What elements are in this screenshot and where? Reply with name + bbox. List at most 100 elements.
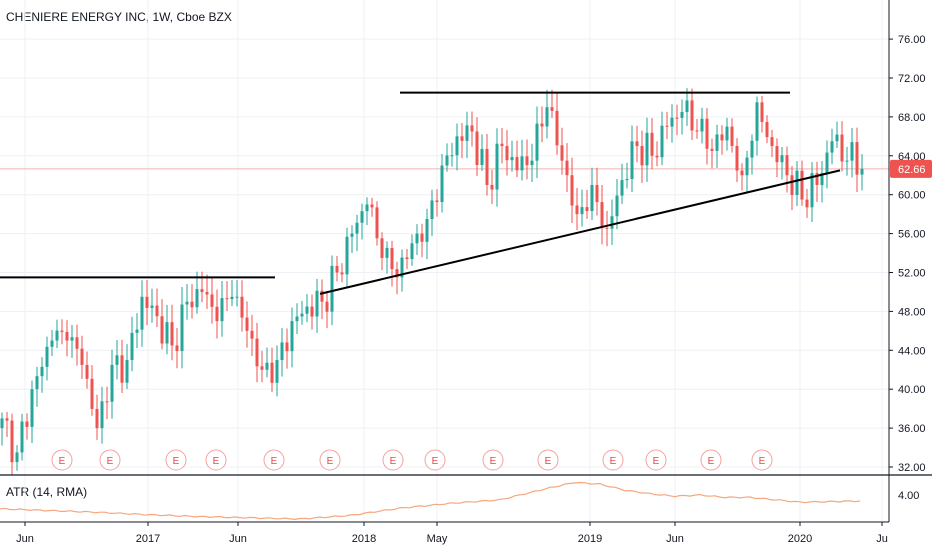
earnings-marker[interactable]: E [263,449,285,471]
earnings-marker-label: E [107,456,114,467]
candle-body [745,157,749,176]
earnings-marker-circle [424,449,446,471]
candle-body [350,233,354,237]
candle-body [145,296,149,308]
candle-body [245,317,249,331]
candle-body [595,184,599,203]
candle-body [545,107,549,127]
earnings-marker-circle [645,449,667,471]
price-axis[interactable]: 76.00 72.00 68.00 64.00 60.00 56.00 52.00 48.00… [889,34,926,474]
candle-body [295,316,299,322]
candle-body [150,305,154,308]
candle-body [130,332,134,361]
candle-body [190,301,194,308]
earnings-marker[interactable]: E [700,449,722,471]
earnings-marker[interactable]: E [602,449,624,471]
grid-lines [0,0,889,522]
candle-body [225,298,229,300]
candle-body [650,132,654,156]
candle-body [435,200,439,203]
earnings-marker[interactable]: E [645,449,667,471]
candle-body [800,170,804,200]
candle-body [830,141,834,153]
candle-body [330,265,334,312]
candle-body [805,199,809,208]
candle-body [715,134,719,151]
candle-body [780,155,784,163]
earnings-marker[interactable]: E [99,449,121,471]
candles-layer [0,88,864,476]
candle-body [385,247,389,258]
candle-body [630,141,634,180]
earnings-marker-label: E [545,456,552,467]
candle-body [770,137,774,147]
candle-body [125,360,129,383]
candle-body [205,291,209,295]
candle-body [605,227,609,229]
time-tick-label: 2019 [578,533,602,545]
candle-body [520,156,524,171]
candle-body [755,102,759,141]
candle-body [210,294,214,307]
candle-body [355,222,359,234]
candle-body [510,157,514,161]
price-badge-box [890,159,932,178]
price-tick-label: 44.00 [898,345,926,357]
candle-body [835,134,839,142]
candle-body [415,233,419,244]
earnings-marker[interactable]: E [319,449,341,471]
candle-body [515,157,519,171]
earnings-marker[interactable]: E [165,449,187,471]
candle-body [15,452,19,463]
earnings-marker[interactable]: E [751,449,773,471]
candle-body [580,207,584,215]
earnings-marker[interactable]: E [424,449,446,471]
candle-body [395,269,399,278]
atr-indicator-label[interactable]: ATR (14, RMA) [6,485,88,499]
earnings-marker-circle [482,449,504,471]
earnings-marker[interactable]: E [537,449,559,471]
earnings-marker[interactable]: E [482,449,504,471]
earnings-marker-circle [51,449,73,471]
candle-body [80,348,84,365]
candle-body [165,322,169,344]
candle-body [220,298,224,322]
candle-body [260,366,264,370]
candle-body [335,265,339,273]
candle-body [5,418,9,421]
earnings-marker-label: E [327,456,334,467]
candle-body [280,342,284,361]
candle-body [860,168,864,175]
earnings-marker-circle [319,449,341,471]
time-tick-label: Ju [876,533,888,545]
earnings-marker[interactable]: E [205,449,227,471]
candle-body [240,296,244,318]
trendlines-layer[interactable] [0,91,841,295]
candle-body [155,305,159,317]
candle-body [775,146,779,163]
earnings-marker[interactable]: E [51,449,73,471]
time-tick-label: Jun [666,533,684,545]
candle-body [85,364,89,379]
time-tick-label: May [427,533,448,545]
candle-body [180,304,184,352]
candle-body [370,204,374,208]
price-tick-label: 36.00 [898,423,926,435]
candle-body [50,340,54,347]
candle-body [45,346,49,367]
trendline-rising-support[interactable] [319,169,841,295]
candle-body [460,136,464,141]
time-axis[interactable]: Jun 2017 Jun 2018 May 2019 Jun 2020 Ju [16,522,888,545]
candle-body [795,170,799,196]
candle-body [410,243,414,260]
candle-body [310,306,314,317]
candle-body [690,100,694,131]
candle-body [365,204,369,212]
earnings-marker[interactable]: E [382,449,404,471]
candle-body [600,202,604,228]
earnings-marker-label: E [708,456,715,467]
price-tick-label: 48.00 [898,306,926,318]
price-tick-label: 76.00 [898,34,926,46]
candle-body [815,173,819,185]
